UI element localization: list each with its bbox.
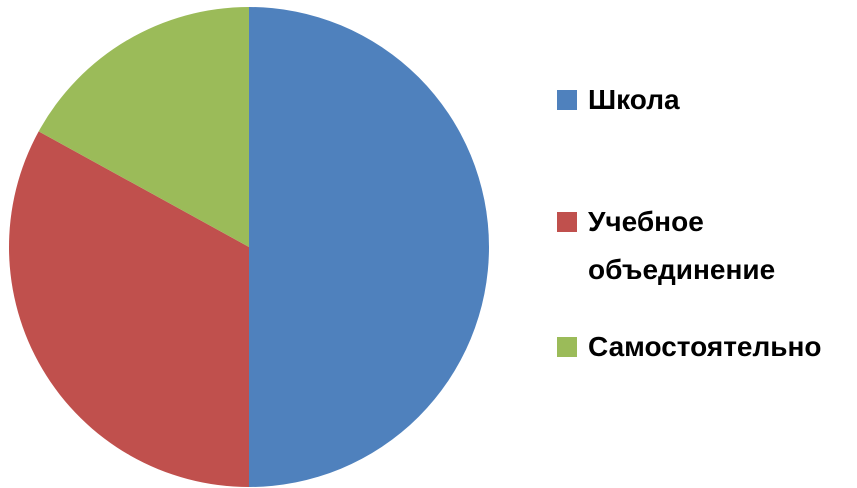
legend-item: Школа: [557, 76, 850, 124]
legend-label: Учебное объединение: [588, 206, 776, 285]
pie-area: [9, 7, 489, 487]
legend-label: Школа: [588, 84, 680, 115]
legend-item: Самостоятельно: [557, 323, 850, 371]
pie-slice: [38, 7, 249, 247]
legend-label: Самостоятельно: [588, 331, 822, 362]
legend-swatch: [557, 90, 577, 110]
pie-slice: [249, 7, 489, 487]
pie-slice: [9, 131, 250, 487]
legend-swatch: [557, 337, 577, 357]
legend-item: Учебное объединение: [557, 198, 850, 294]
legend-swatch: [557, 212, 577, 232]
